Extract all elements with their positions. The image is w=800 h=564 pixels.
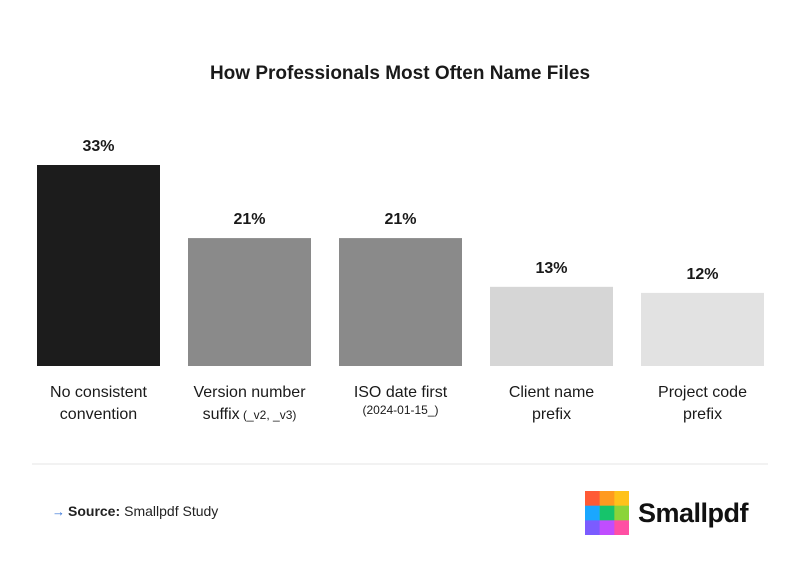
value-label-1: 33%: [82, 138, 114, 155]
category-label-4-line2: prefix: [532, 406, 571, 423]
value-label-2: 21%: [233, 211, 265, 228]
category-label-2-line2: suffix (_v2, _v3): [203, 406, 297, 423]
category-label-4: Client name: [509, 384, 594, 401]
bars-group: 33% No consistent convention 21% Version num…: [37, 138, 764, 423]
logo-tile: [585, 520, 600, 535]
logo-tile: [599, 520, 615, 535]
category-label-1-line2: convention: [60, 406, 137, 423]
logo-tile: [614, 520, 629, 535]
source-text: Smallpdf Study: [124, 503, 219, 519]
bar-4: [490, 286, 613, 366]
logo-tile: [585, 491, 600, 506]
category-label-5-line2: prefix: [683, 406, 722, 423]
smallpdf-logo-icon: [585, 491, 629, 535]
logo-tile: [614, 491, 629, 506]
source-label: Source:: [68, 503, 121, 519]
arrow-right-icon: →: [52, 504, 65, 519]
chart-title: How Professionals Most Often Name Files: [210, 63, 590, 84]
value-label-5: 12%: [686, 266, 718, 283]
brand-logo: Smallpdf: [585, 491, 749, 535]
category-label-3-line2: (2024-01-15_): [362, 403, 438, 417]
logo-tile: [599, 505, 615, 521]
bar-1: [37, 165, 160, 366]
logo-tile: [599, 491, 615, 506]
bar-2: [188, 238, 311, 366]
source-note: → Source: Smallpdf Study: [52, 503, 218, 519]
bar-5: [641, 292, 764, 366]
category-label-3: ISO date first: [354, 384, 448, 401]
bar-3: [339, 238, 462, 366]
brand-name: Smallpdf: [638, 497, 749, 528]
logo-tile: [614, 505, 629, 521]
category-label-5: Project code: [658, 384, 747, 401]
bar-chart: How Professionals Most Often Name Files …: [32, 63, 768, 465]
value-label-4: 13%: [535, 260, 567, 277]
logo-tile: [585, 505, 600, 521]
category-label-1: No consistent: [50, 384, 147, 401]
category-label-2: Version number: [193, 384, 306, 401]
value-label-3: 21%: [384, 211, 416, 228]
